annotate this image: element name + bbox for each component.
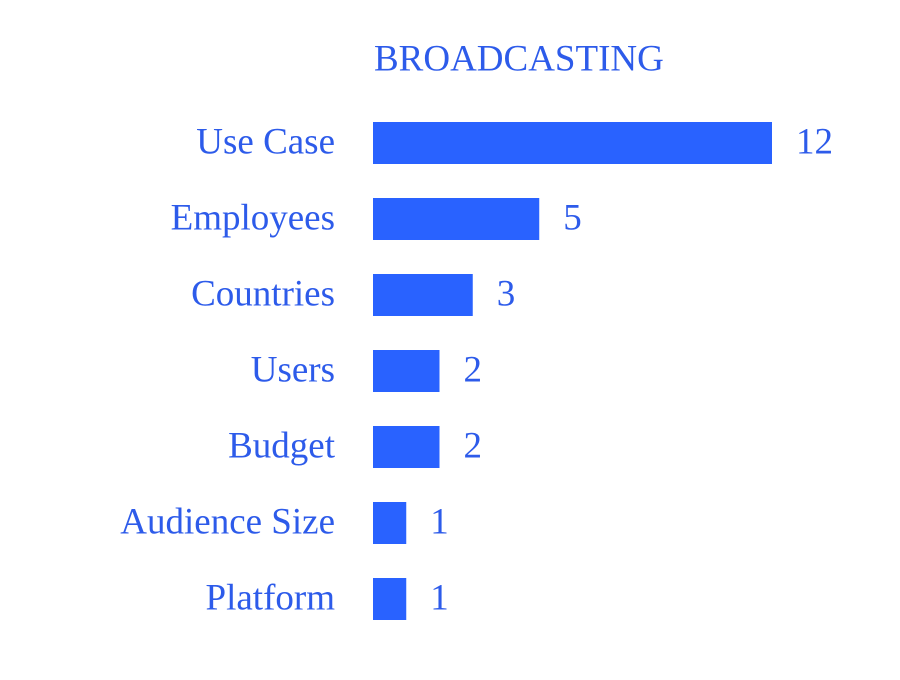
bar: [373, 502, 407, 544]
category-label: Audience Size: [120, 501, 335, 542]
value-label: 2: [464, 349, 483, 390]
category-label: Employees: [171, 197, 335, 238]
bar: [373, 274, 473, 316]
category-label: Countries: [191, 273, 335, 314]
category-label: Platform: [206, 577, 336, 618]
value-label: 5: [563, 197, 582, 238]
value-label: 2: [464, 425, 483, 466]
category-label: Users: [251, 349, 335, 390]
value-label: 1: [430, 501, 449, 542]
bar: [373, 122, 772, 164]
chart-title: BROADCASTING: [374, 38, 664, 79]
value-label: 1: [430, 577, 449, 618]
category-label: Budget: [228, 425, 336, 466]
value-label: 12: [796, 121, 833, 162]
bar: [373, 426, 440, 468]
value-label: 3: [497, 273, 516, 314]
bar: [373, 350, 440, 392]
category-label: Use Case: [196, 121, 335, 162]
bar: [373, 198, 540, 240]
bar: [373, 578, 407, 620]
